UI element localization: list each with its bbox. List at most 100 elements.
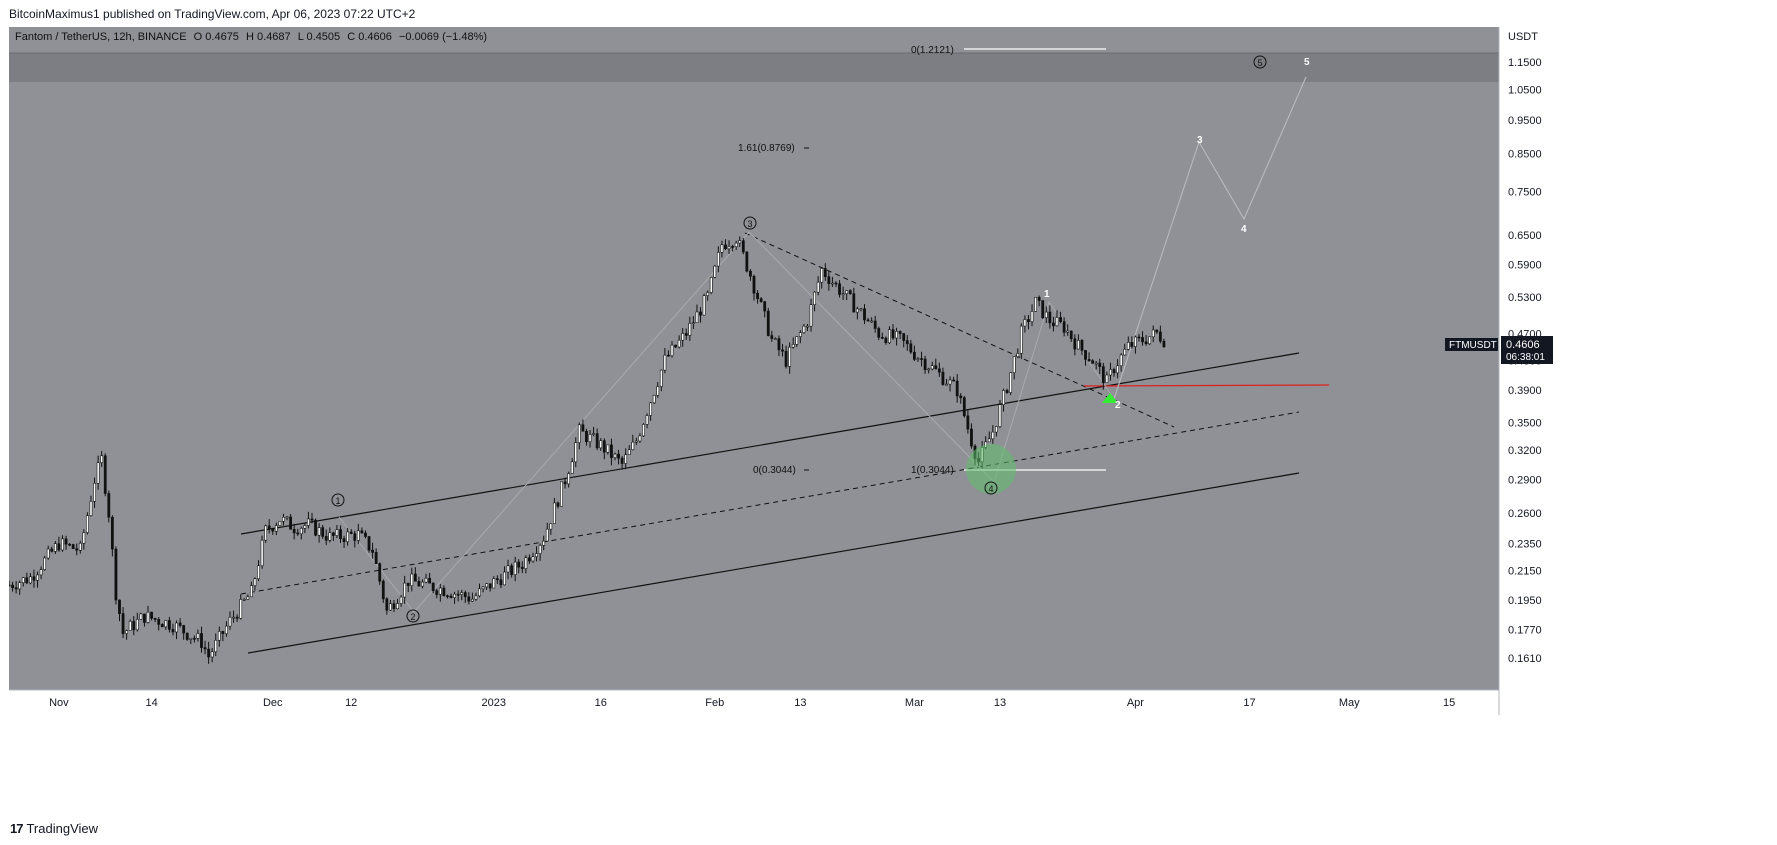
candle-body — [913, 351, 916, 360]
candle-body — [364, 532, 367, 537]
price-chart[interactable]: USDT 1.1500 1.0500 0.9500 0.8500 0.7500 0.650… — [7, 27, 1769, 810]
candle-body — [617, 453, 620, 459]
candle-body — [139, 613, 143, 620]
candle-body — [581, 424, 585, 432]
candle-body — [93, 482, 96, 502]
candle-body — [103, 455, 107, 494]
channel-upper-line[interactable] — [240, 352, 1300, 535]
candle-body — [203, 647, 207, 650]
time-tick-8: Mar — [905, 697, 924, 709]
candle-body — [381, 580, 385, 600]
green-arrow-marker — [1102, 393, 1118, 403]
candle-body — [460, 592, 464, 595]
channel-lower-line[interactable] — [247, 472, 1300, 654]
wave-small-3: 3 — [1197, 135, 1203, 146]
candle-body — [606, 444, 610, 453]
channel-middle-line[interactable] — [240, 411, 1300, 595]
candle-body — [128, 621, 132, 631]
candle-body — [692, 322, 695, 324]
candle-body — [107, 493, 111, 518]
candle-body — [1048, 311, 1052, 324]
candle-body — [574, 442, 578, 463]
candle-body — [217, 631, 221, 641]
candle-body — [1123, 348, 1127, 356]
candle-body — [802, 325, 806, 333]
candle-body — [303, 525, 307, 529]
price-tick-13: 0.2900 — [1508, 475, 1542, 487]
candle-body — [1016, 353, 1020, 357]
candle-body — [11, 584, 14, 588]
candle-body — [848, 290, 852, 295]
candle-body — [859, 308, 863, 311]
candle-body — [1062, 321, 1066, 333]
candle-body — [948, 379, 952, 385]
candle-body — [902, 333, 906, 341]
candle-body — [1030, 311, 1034, 323]
candle-body — [652, 395, 656, 404]
resistance-band — [9, 53, 1499, 82]
candle-body — [959, 395, 963, 398]
support-red-line[interactable] — [1083, 384, 1330, 387]
candle-body — [1012, 356, 1016, 373]
candle-body — [688, 323, 692, 336]
candle-body — [841, 293, 845, 295]
wave-4-highlight — [966, 444, 1016, 494]
candle-body — [335, 529, 339, 536]
candle-body — [25, 577, 29, 584]
candle-body — [121, 613, 125, 634]
candle-body — [1066, 330, 1070, 333]
plot-area[interactable] — [9, 27, 1499, 690]
candle-body — [820, 268, 824, 283]
candle-body — [749, 270, 752, 277]
candle-body — [927, 368, 931, 371]
candle-body — [242, 599, 246, 601]
price-tick-2: 0.9500 — [1508, 115, 1542, 127]
candle-body — [638, 435, 642, 442]
candle-body — [71, 544, 75, 549]
candle-body — [317, 527, 321, 536]
wave-label-circle-4: 4 — [984, 481, 998, 495]
candle-body — [474, 595, 478, 600]
candle-body — [1134, 336, 1137, 347]
descending-resistance-line[interactable] — [744, 232, 1175, 428]
chart-frame[interactable]: USDT 1.1500 1.0500 0.9500 0.8500 0.7500 0.650… — [7, 27, 1769, 810]
candle-body — [945, 383, 948, 386]
candle-body — [378, 563, 382, 582]
tradingview-brand[interactable]: 17 TradingView — [10, 821, 98, 836]
candle-body — [235, 616, 239, 619]
candle-body — [602, 440, 606, 453]
candle-body — [674, 344, 677, 348]
candle-body — [463, 592, 467, 598]
price-tick-1: 1.0500 — [1508, 84, 1542, 96]
candle-body — [503, 571, 506, 586]
candle-body — [952, 379, 956, 382]
candle-body — [791, 344, 795, 348]
candle-body — [18, 582, 22, 590]
candle-body — [118, 599, 121, 614]
candle-body — [998, 404, 1002, 427]
time-tick-10: Apr — [1127, 697, 1144, 709]
candle-body — [816, 281, 820, 293]
symbol-price-tag[interactable]: FTMUSDT 0.4606 06:38:01 — [1445, 336, 1553, 364]
time-axis-ticks: Nov 14 Dec 12 2023 16 Feb 13 Mar 13 Apr 17 May 15 — [49, 697, 1455, 709]
time-axis[interactable] — [9, 690, 1499, 715]
candle-body — [1109, 369, 1112, 376]
candle-body — [488, 583, 492, 589]
candle-body — [75, 548, 79, 551]
candle-body — [1151, 329, 1155, 338]
symbol-legend[interactable]: Fantom / TetherUS, 12h, BINANCE O 0.4675… — [15, 31, 487, 43]
time-tick-12: May — [1339, 697, 1360, 709]
candle-body — [374, 552, 378, 564]
candle-body — [1069, 330, 1073, 340]
candle-body — [232, 616, 235, 619]
wave-small-5: 5 — [1304, 57, 1310, 68]
candle-body — [684, 333, 688, 336]
candle-body — [135, 618, 139, 631]
candle-body — [292, 529, 296, 534]
candle-body — [745, 251, 749, 272]
time-tick-1: 14 — [145, 697, 157, 709]
wave-circle-1-text: 1 — [335, 496, 340, 506]
candle-body — [228, 616, 232, 627]
candle-body — [659, 369, 663, 387]
candle-body — [417, 580, 421, 587]
